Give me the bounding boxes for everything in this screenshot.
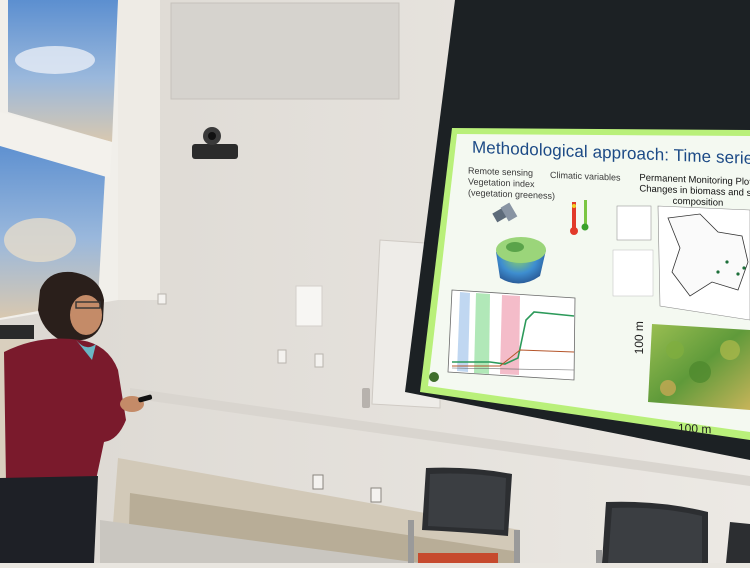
hand <box>120 396 144 412</box>
chair <box>408 467 520 563</box>
wall-plate <box>157 293 167 305</box>
climatic-variables-label: Climatic variables <box>550 169 621 183</box>
glasses <box>75 301 101 309</box>
remote-clicker <box>138 394 153 403</box>
scale-label-vertical: 100 m <box>632 320 646 355</box>
remote-sensing-line: (vegetation greeness) <box>468 187 556 202</box>
slide-figures <box>429 200 750 410</box>
chair <box>596 501 708 563</box>
remote-sensing-label: Remote sensing Vegetation index (vegetat… <box>468 166 555 202</box>
slide-title: Methodological approach: Time serie <box>472 137 750 168</box>
chair <box>726 522 750 563</box>
scale-label-horizontal: 100 m <box>678 420 712 437</box>
face <box>70 295 102 335</box>
map-legend <box>612 249 654 297</box>
spectral-chart <box>447 289 576 381</box>
window <box>0 0 160 320</box>
map-inset <box>616 205 652 241</box>
satellite-icon <box>492 202 518 223</box>
ceiling-camera <box>192 127 238 159</box>
bottle <box>362 388 370 408</box>
slide-text-layer: Methodological approach: Time serie Remo… <box>430 128 750 451</box>
globe-icon <box>496 237 546 284</box>
monitoring-plots-label: Permanent Monitoring Plots Changes in bi… <box>633 172 750 210</box>
presenter <box>0 271 153 563</box>
thermometer-icon <box>570 200 589 235</box>
wall-rail <box>130 388 750 486</box>
posted-paper <box>295 285 323 327</box>
university-logo <box>429 372 439 382</box>
outlet <box>312 474 324 490</box>
acoustic-panel <box>170 2 400 100</box>
outlet <box>370 487 382 503</box>
light-switch <box>314 353 324 368</box>
monitor <box>0 325 34 339</box>
light-switch <box>277 349 287 364</box>
sweater <box>4 338 126 482</box>
study-area-map <box>657 205 750 321</box>
floor <box>100 520 420 563</box>
pants <box>0 476 98 563</box>
